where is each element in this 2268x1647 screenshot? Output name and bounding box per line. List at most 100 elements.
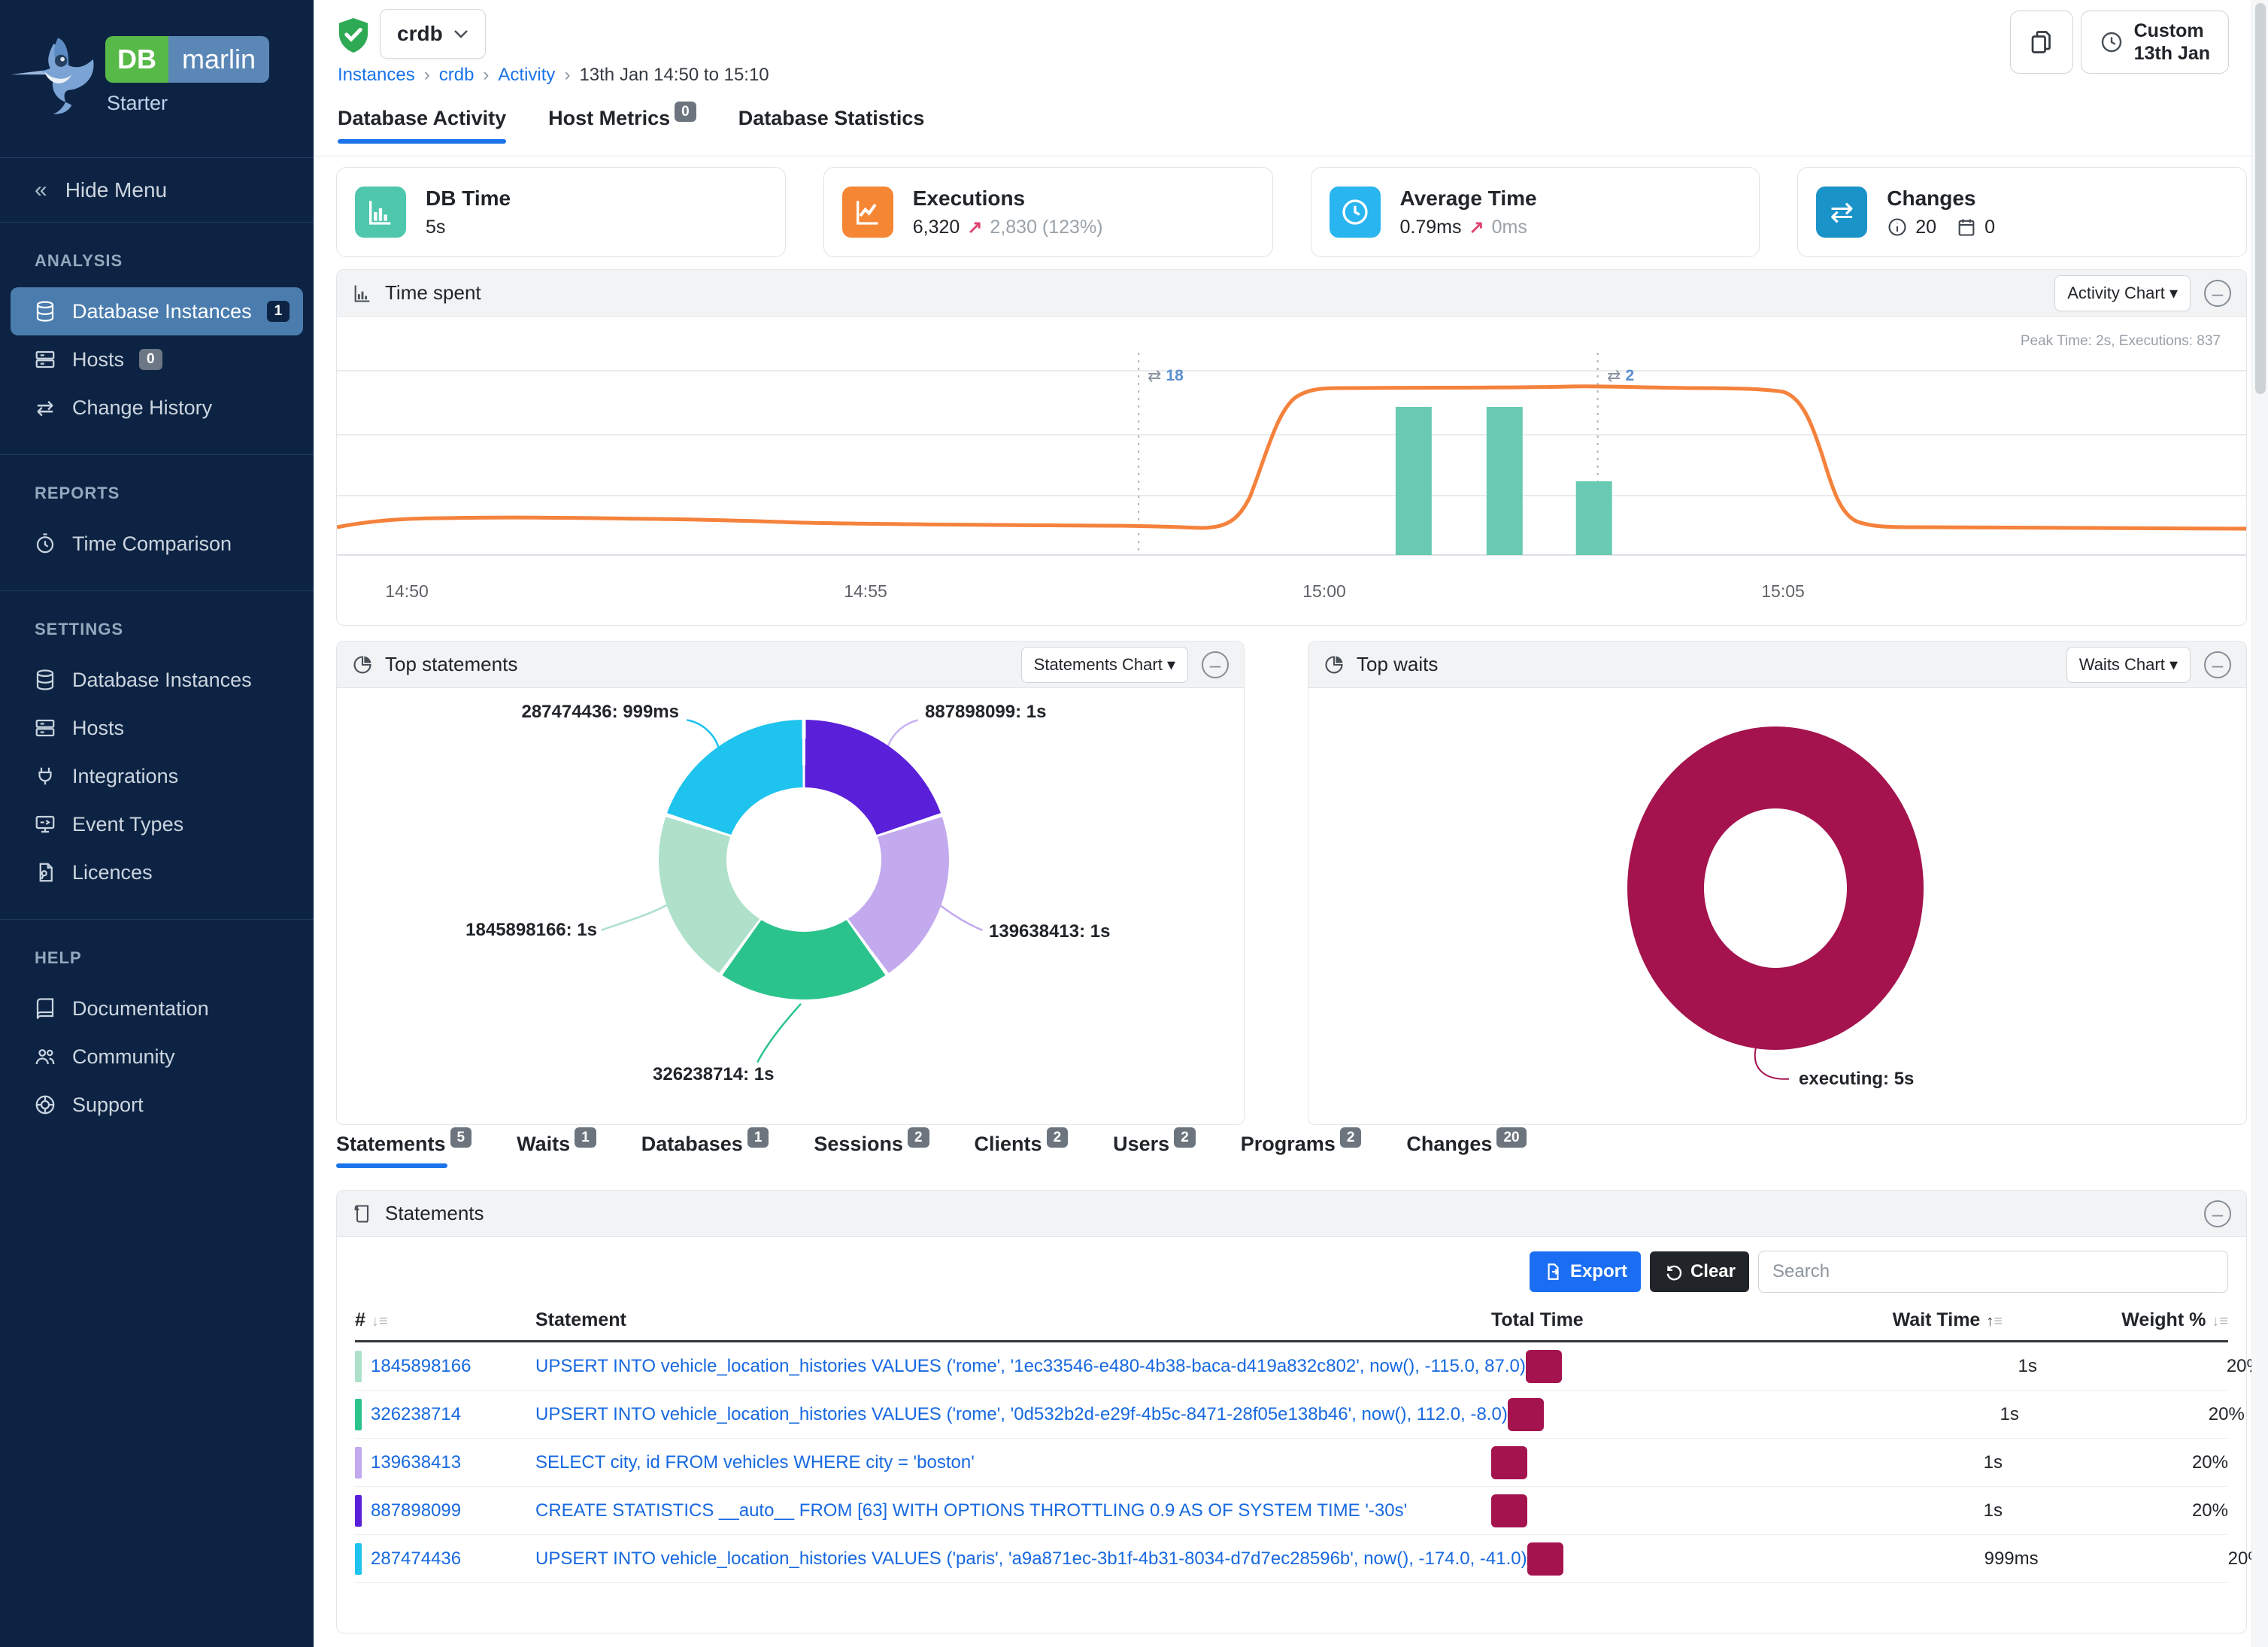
tab-changes[interactable]: Changes 20 [1406, 1127, 1527, 1168]
top-statements-panel: Top statements Statements Chart ▾ – 2874… [336, 641, 1245, 1125]
clear-button[interactable]: Clear [1649, 1251, 1749, 1292]
sidebar-item-event-types[interactable]: Event Types [0, 800, 314, 848]
life-ring-icon [33, 1093, 57, 1117]
collapse-panel-icon[interactable]: – [1202, 651, 1229, 678]
export-icon [1548, 1263, 1559, 1280]
tab-clients[interactable]: Clients 2 [975, 1127, 1069, 1168]
topbar: crdb Instances › crdb › Activity › 13th Jan… [314, 0, 2268, 156]
table-row: 139638413 SELECT city, id FROM vehicles W… [355, 1439, 2228, 1487]
col-weight[interactable]: Weight % ↓≡ [2121, 1309, 2228, 1330]
sidebar-item-label: Hosts [72, 716, 125, 739]
top-waits-panel: Top waits Waits Chart ▾ – executing: 5s [1308, 641, 2247, 1125]
sidebar-item-documentation[interactable]: Documentation [0, 984, 314, 1033]
activity-chart-select[interactable]: Activity Chart ▾ [2054, 274, 2191, 311]
statement-link[interactable]: UPSERT INTO vehicle_location_histories V… [535, 1548, 1527, 1569]
tab-sessions[interactable]: Sessions 2 [814, 1127, 929, 1168]
breadcrumb-crdb[interactable]: crdb [438, 65, 475, 85]
change-marker[interactable]: ⇄ 2 [1607, 366, 1635, 385]
tab-users[interactable]: Users 2 [1113, 1127, 1196, 1168]
breadcrumb-instances[interactable]: Instances [338, 65, 415, 85]
card-value: 0.79ms [1399, 216, 1462, 238]
x-axis-tick: 14:50 [385, 581, 429, 601]
export-button[interactable]: Export [1529, 1251, 1641, 1292]
statement-color-bar [355, 1494, 362, 1527]
tab-waits[interactable]: Waits 1 [517, 1127, 596, 1168]
statement-id-link[interactable]: 139638413 [371, 1451, 462, 1473]
tab-statements[interactable]: Statements 5 [336, 1127, 472, 1168]
statement-link[interactable]: UPSERT INTO vehicle_location_histories V… [535, 1355, 1526, 1376]
statements-table-panel: Statements – Export Clear #↓≡ Statement … [336, 1190, 2264, 1633]
statement-link[interactable]: SELECT city, id FROM vehicles WHERE city… [535, 1451, 975, 1473]
sidebar-item-change-history[interactable]: ⇄ Change History [0, 384, 314, 432]
section-settings: SETTINGS [35, 620, 124, 638]
statement-link[interactable]: UPSERT INTO vehicle_location_histories V… [535, 1403, 1508, 1424]
count-badge: 0 [139, 349, 162, 370]
tab-database-statistics[interactable]: Database Statistics [738, 107, 925, 129]
tab-database-activity[interactable]: Database Activity [338, 107, 507, 144]
waits-donut-chart[interactable]: executing: 5s [1308, 688, 2246, 1126]
sidebar-item-community[interactable]: Community [0, 1033, 314, 1081]
copy-icon [2031, 31, 2051, 53]
logo-db: DB [105, 36, 168, 83]
instance-selector[interactable]: crdb [380, 9, 486, 59]
logo-block: DB marlin Starter [0, 0, 314, 158]
copy-button[interactable] [2009, 11, 2073, 74]
collapse-panel-icon[interactable]: – [2204, 651, 2231, 678]
sidebar-item-settings-database-instances[interactable]: Database Instances [0, 656, 314, 704]
sidebar-item-time-comparison[interactable]: Time Comparison [0, 520, 314, 568]
hide-menu-label: Hide Menu [65, 177, 168, 202]
stopwatch-icon [33, 532, 57, 556]
hide-menu-button[interactable]: « Hide Menu [0, 158, 314, 223]
clock-icon [1329, 187, 1381, 238]
database-icon [33, 668, 57, 692]
col-wait-time[interactable]: Wait Time ↑≡ [1892, 1309, 2003, 1330]
search-input[interactable] [1758, 1251, 2228, 1293]
weight-value: 20% [2208, 1403, 2245, 1424]
sort-icon: ↓≡ [2212, 1313, 2228, 1330]
statement-id-link[interactable]: 887898099 [371, 1500, 462, 1521]
breadcrumb-activity[interactable]: Activity [498, 65, 556, 85]
sidebar-item-label: Licences [72, 860, 153, 884]
sidebar-item-settings-hosts[interactable]: Hosts [0, 704, 314, 752]
marlin-fish-logo-icon [8, 23, 105, 124]
wait-time-value: 1s [1983, 1451, 2003, 1473]
swap-arrows-icon: ⇄ [36, 396, 54, 420]
waits-chart-select[interactable]: Waits Chart ▾ [2066, 646, 2191, 683]
tab-databases[interactable]: Databases 1 [641, 1127, 769, 1168]
changes-event-count: 0 [1984, 216, 1995, 238]
main-content: crdb Instances › crdb › Activity › 13th Jan… [314, 0, 2268, 1647]
sidebar-item-hosts[interactable]: Hosts 0 [0, 335, 314, 384]
swap-arrows-icon: ⇄ [1607, 366, 1621, 385]
col-id[interactable]: # ↓≡ [355, 1309, 388, 1330]
collapse-panel-icon[interactable]: – [2204, 1200, 2231, 1227]
statements-chart-select[interactable]: Statements Chart ▾ [1020, 646, 1188, 683]
donut-hole [726, 787, 881, 932]
x-axis-tick: 15:00 [1302, 581, 1346, 601]
undo-icon [1666, 1265, 1682, 1281]
statement-id-link[interactable]: 326238714 [371, 1403, 462, 1424]
scrollbar-thumb[interactable] [2255, 3, 2266, 394]
tab-badge: 2 [1046, 1127, 1069, 1148]
statements-donut-chart[interactable]: 287474436: 999ms 887898099: 1s 139638413… [337, 688, 1244, 1126]
col-statement[interactable]: Statement [535, 1309, 626, 1330]
tab-host-metrics[interactable]: Host Metrics 0 [548, 102, 696, 144]
col-total-time[interactable]: Total Time [1491, 1309, 1584, 1330]
statement-id-link[interactable]: 1845898166 [371, 1355, 471, 1376]
sidebar-item-label: Change History [72, 396, 213, 419]
statement-link[interactable]: CREATE STATISTICS __auto__ FROM [63] WIT… [535, 1500, 1408, 1521]
activity-line-chart [337, 353, 2246, 556]
sidebar-item-integrations[interactable]: Integrations [0, 752, 314, 800]
time-spent-chart[interactable]: Peak Time: 2s, Executions: 837 ⇄ 18 ⇄ 2 … [337, 317, 2246, 626]
collapse-panel-icon[interactable]: – [2204, 279, 2231, 307]
sidebar-item-support[interactable]: Support [0, 1081, 314, 1129]
tab-programs[interactable]: Programs 2 [1241, 1127, 1362, 1168]
time-range-button[interactable]: Custom 13th Jan [2080, 11, 2229, 74]
sidebar-item-database-instances[interactable]: Database Instances 1 [11, 287, 303, 335]
page-scrollbar[interactable] [2251, 0, 2268, 1647]
statement-id-link[interactable]: 287474436 [371, 1548, 462, 1569]
sidebar-item-licences[interactable]: Licences [0, 848, 314, 896]
panel-title: Top statements [385, 653, 518, 675]
change-marker[interactable]: ⇄ 18 [1148, 366, 1184, 385]
instance-name: crdb [397, 22, 443, 45]
table-row: 887898099 CREATE STATISTICS __auto__ FROM… [355, 1487, 2228, 1535]
